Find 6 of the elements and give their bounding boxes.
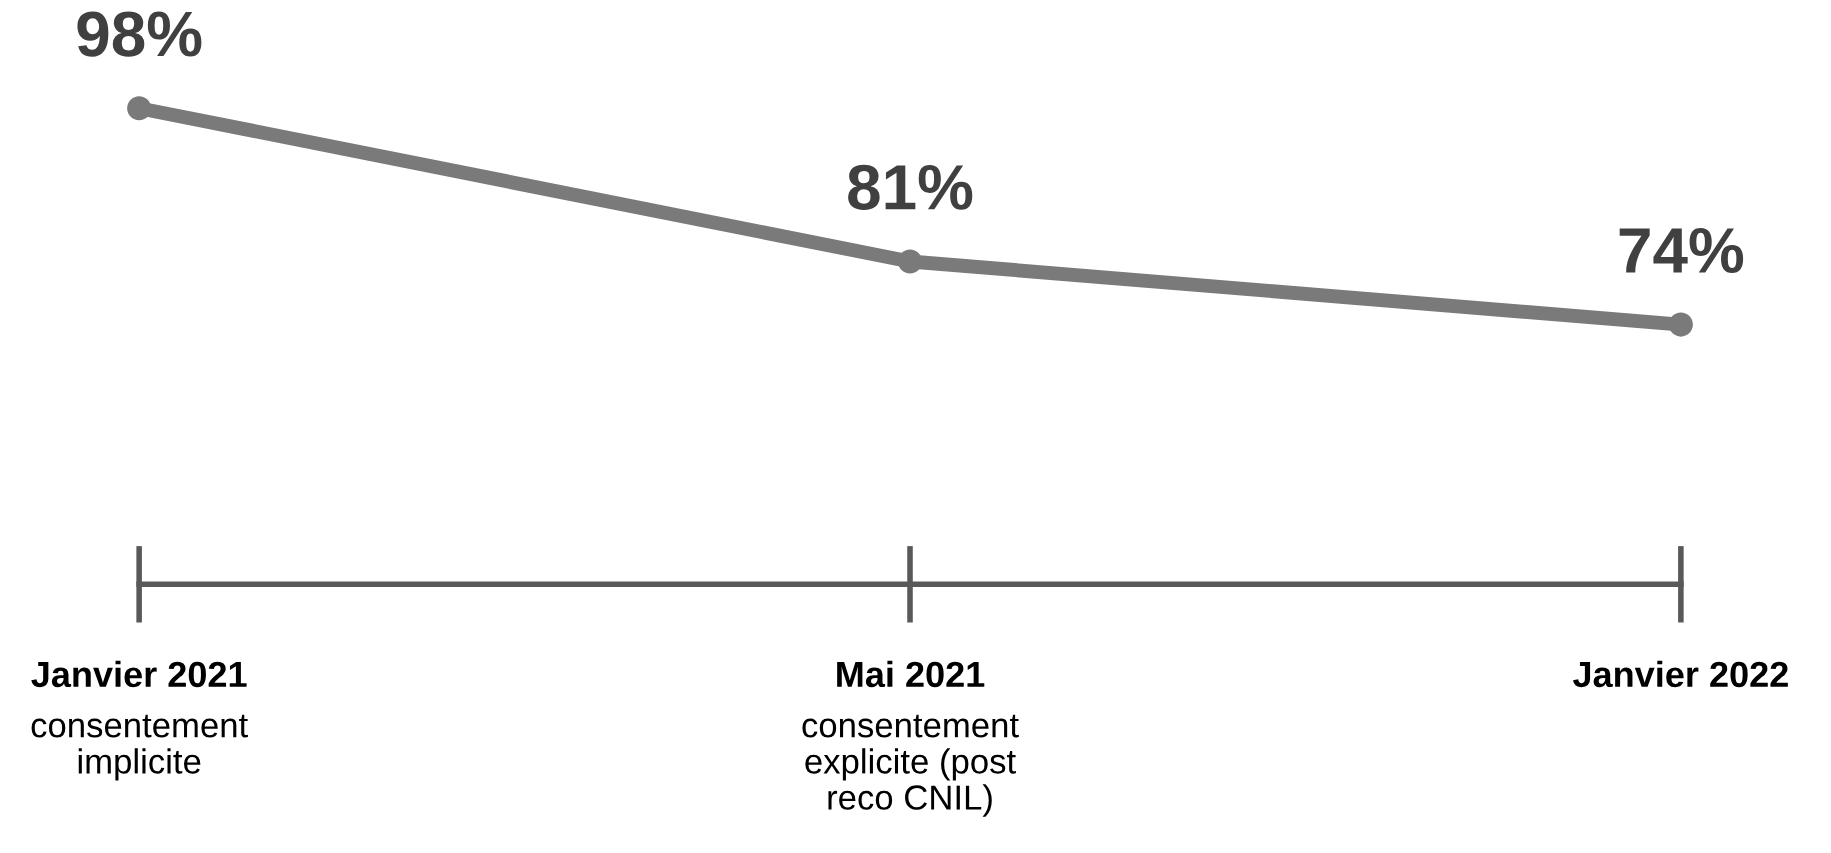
x-tick-label: Janvier 2021 consentement implicite (31, 660, 248, 781)
data-label: 74% (1619, 228, 1744, 273)
data-label: 81% (848, 164, 973, 210)
x-tick-label: Janvier 2022 (1573, 660, 1788, 688)
x-tick-label: Mai 2021 consentement explicite (post reco CNIL) (802, 660, 1019, 817)
data-label: 98% (77, 11, 202, 57)
